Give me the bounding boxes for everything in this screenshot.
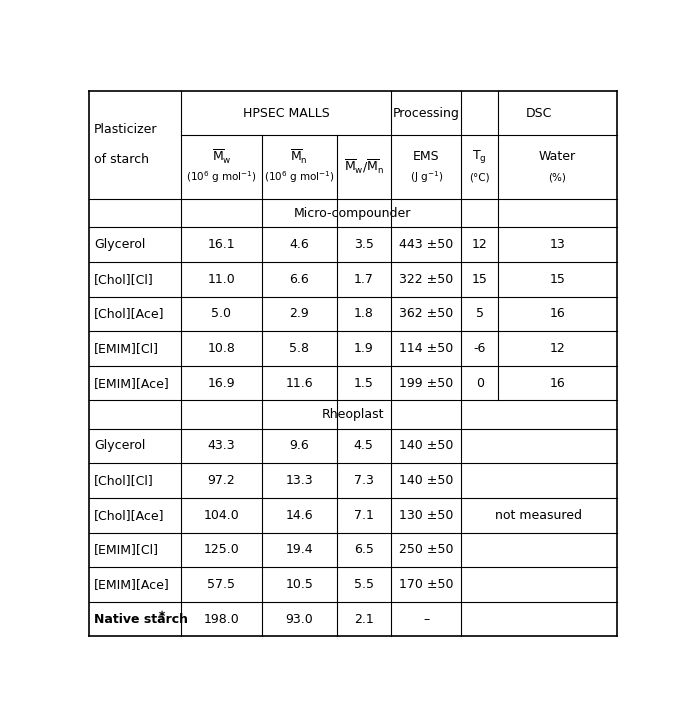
- Text: T$_\mathsf{g}$: T$_\mathsf{g}$: [473, 148, 487, 165]
- Text: (10$^6$ g mol$^{-1}$): (10$^6$ g mol$^{-1}$): [264, 169, 335, 186]
- Text: Rheoplast: Rheoplast: [321, 408, 384, 421]
- Text: 16: 16: [550, 377, 566, 389]
- Text: –: –: [423, 613, 429, 626]
- Text: 14.6: 14.6: [286, 509, 313, 522]
- Text: 57.5: 57.5: [208, 578, 235, 591]
- Text: 12: 12: [472, 238, 488, 251]
- Text: [EMIM][Ace]: [EMIM][Ace]: [94, 578, 170, 591]
- Text: 198.0: 198.0: [204, 613, 239, 626]
- Text: Plasticizer

of starch: Plasticizer of starch: [94, 124, 158, 167]
- Text: DSC: DSC: [526, 107, 552, 120]
- Text: (J g$^{-1}$): (J g$^{-1}$): [409, 169, 443, 186]
- Text: 443 ±50: 443 ±50: [399, 238, 453, 251]
- Text: [Chol][Cl]: [Chol][Cl]: [94, 474, 153, 487]
- Text: 11.0: 11.0: [208, 273, 235, 285]
- Text: HPSEC MALLS: HPSEC MALLS: [243, 107, 330, 120]
- Text: Processing: Processing: [393, 107, 460, 120]
- Text: 93.0: 93.0: [286, 613, 313, 626]
- Text: $\overline{\mathsf{M}}_{\mathsf{w}}$/$\overline{\mathsf{M}}_{\mathsf{n}}$: $\overline{\mathsf{M}}_{\mathsf{w}}$/$\o…: [343, 158, 384, 176]
- Text: 140 ±50: 140 ±50: [399, 474, 453, 487]
- Text: 15: 15: [550, 273, 566, 285]
- Text: [EMIM][Ace]: [EMIM][Ace]: [94, 377, 170, 389]
- Text: 1.5: 1.5: [354, 377, 374, 389]
- Text: 7.3: 7.3: [354, 474, 374, 487]
- Text: $\overline{\mathsf{M}}$$_{\mathsf{w}}$: $\overline{\mathsf{M}}$$_{\mathsf{w}}$: [212, 148, 231, 166]
- Text: 16.9: 16.9: [208, 377, 235, 389]
- Text: 114 ±50: 114 ±50: [399, 342, 453, 355]
- Text: 1.8: 1.8: [354, 307, 374, 321]
- Text: 199 ±50: 199 ±50: [399, 377, 453, 389]
- Text: [EMIM][Cl]: [EMIM][Cl]: [94, 342, 159, 355]
- Text: 15: 15: [472, 273, 488, 285]
- Text: (°C): (°C): [469, 172, 490, 183]
- Text: 6.6: 6.6: [290, 273, 309, 285]
- Text: 362 ±50: 362 ±50: [399, 307, 453, 321]
- Text: 140 ±50: 140 ±50: [399, 439, 453, 453]
- Text: 1.7: 1.7: [354, 273, 374, 285]
- Text: 97.2: 97.2: [208, 474, 235, 487]
- Text: 4.5: 4.5: [354, 439, 374, 453]
- Text: not measured: not measured: [495, 509, 583, 522]
- Text: 16: 16: [550, 307, 566, 321]
- Text: Water: Water: [539, 150, 576, 163]
- Text: ∗: ∗: [158, 609, 166, 619]
- Text: Glycerol: Glycerol: [94, 238, 145, 251]
- Text: -6: -6: [473, 342, 486, 355]
- Text: 322 ±50: 322 ±50: [399, 273, 453, 285]
- Text: 43.3: 43.3: [208, 439, 235, 453]
- Text: 3.5: 3.5: [354, 238, 374, 251]
- Text: Glycerol: Glycerol: [94, 439, 145, 453]
- Text: 5.0: 5.0: [211, 307, 231, 321]
- Text: 250 ±50: 250 ±50: [399, 543, 453, 556]
- Text: Native starch: Native starch: [94, 613, 188, 626]
- Text: 1.9: 1.9: [354, 342, 374, 355]
- Text: Micro-compounder: Micro-compounder: [294, 207, 411, 220]
- Text: 10.8: 10.8: [208, 342, 235, 355]
- Text: 13.3: 13.3: [286, 474, 313, 487]
- Text: $\overline{\mathsf{M}}$$_{\mathsf{n}}$: $\overline{\mathsf{M}}$$_{\mathsf{n}}$: [290, 148, 308, 166]
- Text: 19.4: 19.4: [286, 543, 313, 556]
- Text: 13: 13: [550, 238, 566, 251]
- Text: (10$^6$ g mol$^{-1}$): (10$^6$ g mol$^{-1}$): [186, 169, 257, 186]
- Text: 10.5: 10.5: [286, 578, 313, 591]
- Text: 125.0: 125.0: [204, 543, 239, 556]
- Text: 170 ±50: 170 ±50: [399, 578, 453, 591]
- Text: 5.5: 5.5: [354, 578, 374, 591]
- Text: 104.0: 104.0: [204, 509, 239, 522]
- Text: 0: 0: [476, 377, 484, 389]
- Text: 16.1: 16.1: [208, 238, 235, 251]
- Text: (%): (%): [548, 172, 566, 183]
- Text: EMS: EMS: [413, 150, 440, 163]
- Text: 12: 12: [550, 342, 566, 355]
- Text: [Chol][Ace]: [Chol][Ace]: [94, 307, 164, 321]
- Text: [Chol][Cl]: [Chol][Cl]: [94, 273, 153, 285]
- Text: 6.5: 6.5: [354, 543, 374, 556]
- Text: 7.1: 7.1: [354, 509, 374, 522]
- Text: 5.8: 5.8: [289, 342, 310, 355]
- Text: 11.6: 11.6: [286, 377, 313, 389]
- Text: 5: 5: [476, 307, 484, 321]
- Text: 2.1: 2.1: [354, 613, 374, 626]
- Text: 2.9: 2.9: [290, 307, 309, 321]
- Text: 130 ±50: 130 ±50: [399, 509, 453, 522]
- Text: 9.6: 9.6: [290, 439, 309, 453]
- Text: 4.6: 4.6: [290, 238, 309, 251]
- Text: [Chol][Ace]: [Chol][Ace]: [94, 509, 164, 522]
- Text: [EMIM][Cl]: [EMIM][Cl]: [94, 543, 159, 556]
